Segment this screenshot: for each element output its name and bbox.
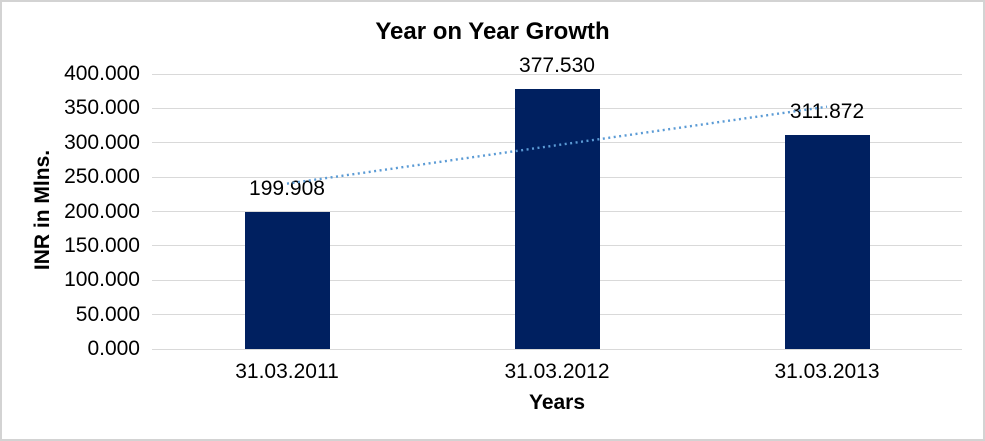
chart-title: Year on Year Growth	[375, 18, 610, 45]
bar-data-label: 311.872	[789, 99, 865, 123]
bar-data-label: 199.908	[249, 176, 325, 200]
gridline	[152, 348, 962, 350]
bar	[244, 211, 330, 349]
y-axis-tick-label: 200.000	[64, 199, 140, 223]
bar-data-label: 377.530	[519, 54, 595, 78]
y-axis-tick-label: 400.000	[64, 62, 140, 85]
bar	[784, 134, 870, 349]
x-axis-tick-label: 31.03.2013	[774, 360, 880, 383]
x-axis-tick-label: 31.03.2011	[235, 360, 339, 383]
y-axis-tick-label: 0.000	[87, 337, 140, 360]
y-axis-tick-label: 350.000	[64, 96, 140, 120]
x-axis-tick-label: 31.03.2012	[504, 360, 610, 383]
y-axis-tick-label: 250.000	[64, 165, 140, 189]
y-axis-tick-label: 100.000	[64, 268, 140, 292]
x-axis-title: Years	[528, 391, 586, 414]
gridline	[152, 73, 962, 75]
y-axis-tick-label: 150.000	[64, 233, 140, 257]
y-axis-tick-label: 300.000	[64, 130, 140, 154]
bar	[514, 89, 600, 349]
y-axis-tick-label: 50.000	[75, 302, 140, 326]
